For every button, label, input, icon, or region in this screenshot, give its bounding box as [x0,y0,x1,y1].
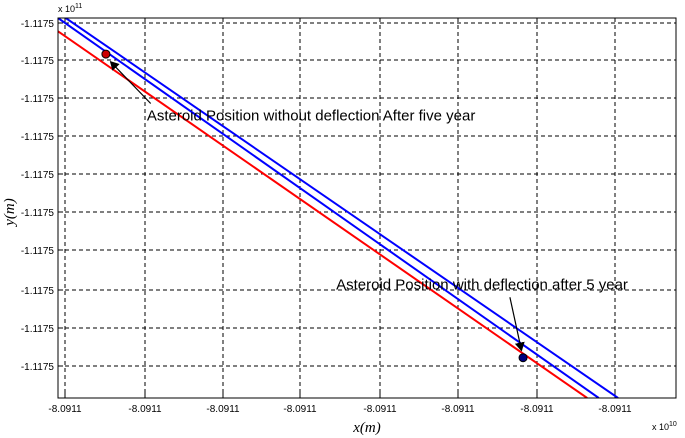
y-tick-label: -1.1175 [21,94,55,105]
series-layer [58,18,619,398]
annotation-arrow [509,297,525,352]
x-tick-label: -8.0911 [48,404,82,415]
y-tick-label: -1.1175 [21,19,55,30]
y-tick-label: -1.1175 [21,132,55,143]
y-tick-label: -1.1175 [21,208,55,219]
plot-frame [57,17,677,399]
y-tick-label: -1.1175 [21,246,55,257]
x-tick-label: -8.0911 [363,404,397,415]
y-exponent: x 1011 [58,3,82,14]
plot-area [58,18,676,398]
annotation-arrow [109,60,152,104]
x-tick-label: -8.0911 [441,404,475,415]
series-line-1 [58,18,600,398]
y-tick-label: -1.1175 [21,170,55,181]
series-line-2 [65,18,619,398]
x-tick-labels: -8.0911 -8.0911 -8.0911 -8.0911 -8.0911 -8.09… [48,404,632,415]
x-tick-label: -8.0911 [206,404,240,415]
y-tick-label: -1.1175 [21,324,55,335]
x-tick-label: -8.0911 [283,404,317,415]
grid [58,18,676,398]
x-exponent: x 1010 [652,421,677,432]
annotation-text: Asteroid Position with deflection after … [336,277,628,294]
series-line-3 [58,30,588,398]
y-tick-labels: -1.1175 -1.1175 -1.1175 -1.1175 -1.1175 -1.11… [21,19,55,373]
annotations-layer: Asteroid Position without deflection Aft… [109,60,628,352]
x-tick-label: -8.0911 [520,404,554,415]
x-axis-label: x(m) [352,420,380,436]
point-with-deflection [518,353,528,363]
y-tick-label: -1.1175 [21,362,55,373]
point-without-deflection [101,49,111,59]
x-tick-label: -8.0911 [598,404,632,415]
points-layer [101,49,528,363]
y-axis-label: y(m) [2,198,18,227]
y-tick-label: -1.1175 [21,286,55,297]
x-tick-label: -8.0911 [128,404,162,415]
y-tick-label: -1.1175 [21,56,55,67]
annotation-text: Asteroid Position without deflection Aft… [147,108,476,125]
